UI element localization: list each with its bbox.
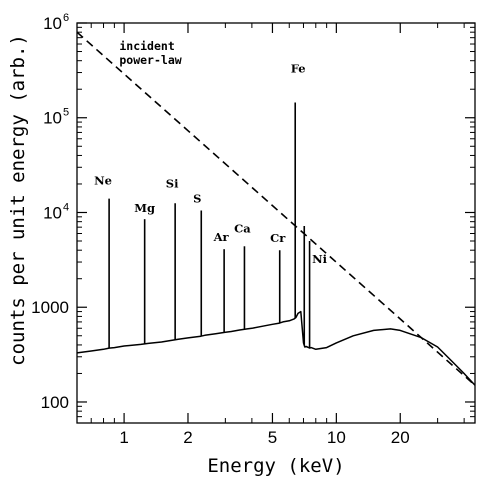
emission-lines: Ne Mg Si S Ar Ca Cr Fe Ni	[94, 61, 328, 349]
x-tick-label: 20	[391, 428, 410, 447]
emission-line-label: Ar	[213, 230, 230, 244]
x-tick-label: 1	[119, 428, 128, 447]
emission-line-label: Mg	[134, 201, 155, 215]
y-tick-label-group: 10 5	[43, 107, 69, 128]
x-axis: 1 2 5 10 20	[76, 23, 465, 447]
y-tick-label: 10	[43, 14, 62, 33]
emission-line-label: Ni	[312, 252, 328, 266]
y-tick-label: 10	[43, 203, 62, 222]
y-tick-exponent: 5	[63, 107, 69, 119]
emission-line-label: S	[193, 191, 201, 205]
emission-line-label: Ca	[234, 221, 251, 235]
plot-border	[76, 22, 476, 424]
emission-line-label: Cr	[270, 231, 286, 245]
annotation-line: incident	[119, 39, 174, 53]
y-tick-label-group: 10 4	[43, 201, 69, 222]
emission-line-label: Si	[166, 176, 179, 190]
y-tick-label-group: 10 6	[43, 12, 69, 33]
x-tick-label: 10	[327, 428, 346, 447]
emission-line-label: Ne	[94, 174, 112, 188]
annotation-line: power-law	[119, 53, 181, 67]
y-tick-label-group: 100	[41, 393, 69, 412]
y-tick-exponent: 4	[63, 201, 69, 213]
incident-power-law-annotation: incident power-law	[119, 39, 181, 67]
emission-line-label: Fe	[291, 61, 306, 75]
y-tick-label-group: 1000	[31, 298, 69, 317]
y-tick-label: 10	[43, 109, 62, 128]
x-axis-title: Energy (keV)	[207, 455, 344, 477]
y-tick-label: 100	[41, 393, 69, 412]
spectrum-continuum-line	[76, 310, 476, 386]
x-tick-label: 2	[183, 428, 192, 447]
incident-power-law-line	[76, 31, 476, 386]
series-layer	[76, 31, 476, 386]
y-tick-exponent: 6	[63, 12, 69, 24]
plot-frame	[76, 22, 476, 424]
x-tick-label: 5	[268, 428, 277, 447]
y-axis-title: counts per unit energy (arb.)	[7, 34, 29, 366]
y-tick-label: 1000	[31, 298, 69, 317]
